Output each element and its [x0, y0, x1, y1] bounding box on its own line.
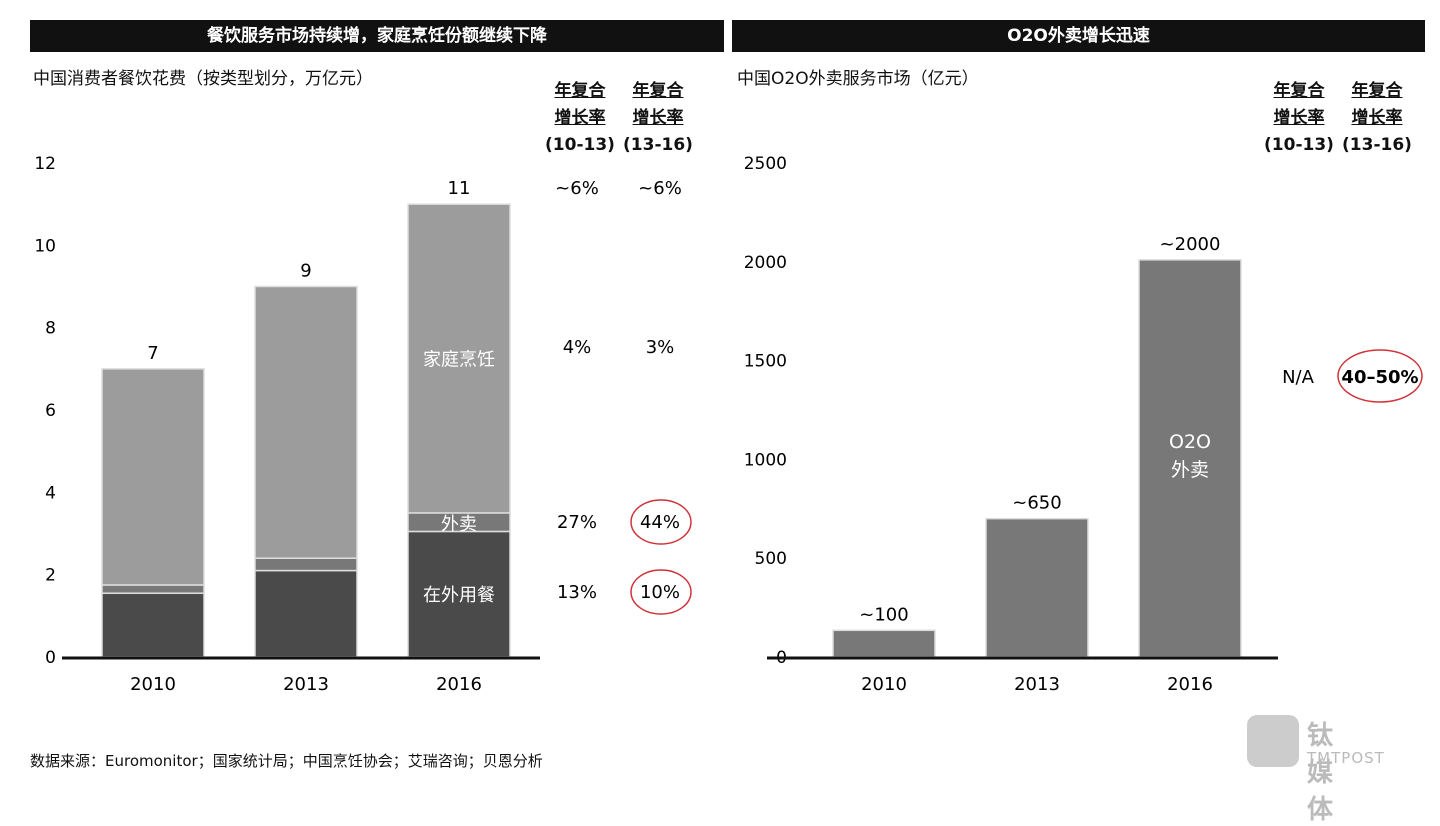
series-label: 在外用餐: [423, 585, 495, 606]
y-tick-label: 2: [45, 566, 56, 586]
source-note: 数据来源：Euromonitor；国家统计局；中国烹饪协会；艾瑞咨询；贝恩分析: [30, 752, 543, 770]
bar-segment: [101, 592, 205, 658]
bar-label: O2O: [1169, 431, 1211, 453]
bar-segment: [101, 584, 205, 594]
cagr-value: N/A: [1282, 367, 1315, 388]
cagr-header-left-1: 年复合 增长率 (10-13): [545, 81, 615, 155]
cagr-value: 40–50%: [1341, 367, 1418, 388]
left-subtitle: 中国消费者餐饮花费（按类型划分，万亿元）: [33, 69, 373, 89]
y-tick-label: 1500: [744, 352, 787, 372]
bar: [1138, 259, 1242, 658]
cagr-value: 10%: [640, 582, 680, 603]
right-header: O2O外卖增长迅速: [732, 20, 1425, 52]
series-label: 外卖: [441, 514, 477, 535]
highlight-circle: [1337, 349, 1423, 403]
cagr-value: 13%: [557, 582, 597, 603]
y-tick-label: 0: [45, 648, 56, 668]
y-tick-label: 12: [34, 154, 56, 174]
y-tick-label: 2500: [744, 154, 787, 174]
y-tick-label: 6: [45, 401, 56, 421]
y-tick-label: 500: [755, 549, 787, 569]
y-tick-label: 8: [45, 319, 56, 339]
cagr-value: ~6%: [638, 178, 682, 199]
cagr-value: 4%: [563, 337, 592, 358]
cagr-header-left-2: 年复合 增长率 (13-16): [623, 81, 693, 155]
bar-segment: [254, 285, 358, 559]
x-tick-label: 2013: [283, 674, 329, 695]
x-tick-label: 2010: [130, 674, 176, 695]
data-label: ~2000: [1160, 234, 1221, 255]
bar-segment: [254, 557, 358, 572]
cagr-value: 27%: [557, 512, 597, 533]
bar-segment: [101, 368, 205, 586]
highlight-circle: [630, 499, 692, 545]
bar: [985, 517, 1089, 658]
cagr-value: ~6%: [555, 178, 599, 199]
y-tick-label: 10: [34, 236, 56, 256]
bar: [832, 629, 936, 658]
total-label: 9: [300, 261, 311, 282]
series-label: 家庭烹饪: [423, 350, 495, 371]
bar-label: 外卖: [1171, 459, 1209, 481]
y-tick-label: 2000: [744, 253, 787, 273]
total-label: 7: [147, 343, 158, 364]
data-label: ~100: [859, 604, 908, 625]
charts: 024681012720109201311在外用餐外卖家庭烹饪201605001…: [34, 154, 1423, 695]
x-tick-label: 2016: [1167, 674, 1213, 695]
y-tick-label: 1000: [744, 450, 787, 470]
cagr-value: 44%: [640, 512, 680, 533]
x-tick-label: 2010: [861, 674, 907, 695]
cagr-value: 3%: [646, 337, 675, 358]
bar-segment: [254, 569, 358, 658]
right-subtitle: 中国O2O外卖服务市场（亿元）: [737, 69, 979, 89]
x-tick-label: 2013: [1014, 674, 1060, 695]
data-label: ~650: [1012, 493, 1061, 514]
cagr-header-right-2: 年复合 增长率 (13-16): [1342, 81, 1412, 155]
cagr-header-right-1: 年复合 增长率 (10-13): [1264, 81, 1334, 155]
left-header: 餐饮服务市场持续增，家庭烹饪份额继续下降: [30, 20, 724, 52]
bar-segment: [407, 203, 511, 514]
total-label: 11: [448, 178, 471, 199]
x-tick-label: 2016: [436, 674, 482, 695]
highlight-circle: [630, 569, 692, 615]
y-tick-label: 4: [45, 483, 56, 503]
